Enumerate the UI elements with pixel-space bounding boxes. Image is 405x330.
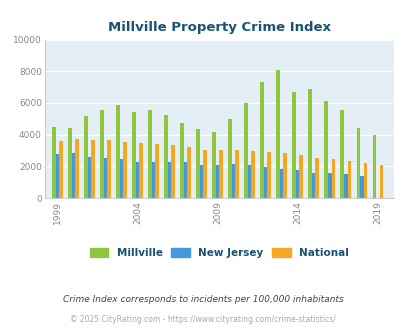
Bar <box>343 174 347 198</box>
Text: © 2025 CityRating.com - https://www.cityrating.com/crime-statistics/: © 2025 CityRating.com - https://www.city… <box>70 315 335 324</box>
Bar <box>123 142 126 198</box>
Title: Millville Property Crime Index: Millville Property Crime Index <box>107 21 330 34</box>
Bar <box>235 150 239 198</box>
Bar <box>135 162 139 198</box>
Bar <box>107 140 111 198</box>
Bar <box>219 150 222 198</box>
Bar <box>116 105 119 198</box>
Bar <box>279 169 283 198</box>
Bar <box>340 110 343 198</box>
Bar <box>283 153 286 198</box>
Text: Crime Index corresponds to incidents per 100,000 inhabitants: Crime Index corresponds to incidents per… <box>62 295 343 304</box>
Bar <box>59 141 63 198</box>
Bar <box>139 143 143 198</box>
Bar <box>347 161 350 198</box>
Bar <box>212 132 215 198</box>
Bar <box>276 71 279 198</box>
Bar <box>52 127 55 198</box>
Bar <box>260 82 263 198</box>
Bar <box>362 163 366 198</box>
Bar <box>151 162 155 198</box>
Bar <box>251 151 254 198</box>
Bar <box>324 101 327 198</box>
Bar <box>203 150 207 198</box>
Bar <box>359 176 362 198</box>
Bar <box>155 144 158 198</box>
Bar <box>171 145 175 198</box>
Bar <box>148 110 151 198</box>
Bar <box>215 165 219 198</box>
Bar <box>247 165 251 198</box>
Bar <box>244 103 247 198</box>
Bar <box>104 158 107 198</box>
Bar <box>164 115 167 198</box>
Bar <box>87 157 91 198</box>
Bar <box>299 155 302 198</box>
Bar <box>100 110 104 198</box>
Bar <box>308 89 311 198</box>
Bar <box>331 159 334 198</box>
Bar <box>292 92 295 198</box>
Bar <box>379 165 382 198</box>
Bar <box>356 128 359 198</box>
Bar <box>183 162 187 198</box>
Bar <box>311 173 315 198</box>
Bar <box>84 115 87 198</box>
Bar <box>196 129 199 198</box>
Bar <box>231 164 235 198</box>
Bar <box>75 139 79 198</box>
Bar <box>327 174 331 198</box>
Bar <box>91 140 94 198</box>
Bar <box>72 153 75 198</box>
Bar <box>55 154 59 198</box>
Bar <box>68 127 72 198</box>
Bar <box>187 147 190 198</box>
Bar <box>263 167 267 198</box>
Bar <box>228 119 231 198</box>
Bar <box>267 152 270 198</box>
Bar <box>180 123 183 198</box>
Legend: Millville, New Jersey, National: Millville, New Jersey, National <box>90 248 348 258</box>
Bar <box>315 158 318 198</box>
Bar <box>167 162 171 198</box>
Bar <box>119 159 123 198</box>
Bar <box>295 170 299 198</box>
Bar <box>132 112 135 198</box>
Bar <box>372 135 375 198</box>
Bar <box>199 165 203 198</box>
